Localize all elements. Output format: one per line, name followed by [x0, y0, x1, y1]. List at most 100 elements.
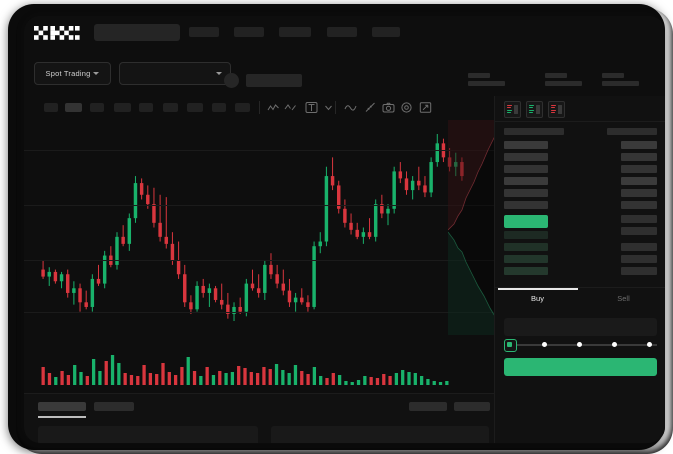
chart-gridline: [24, 150, 494, 151]
bottom-action-2[interactable]: [454, 402, 490, 411]
bottom-content-right: [271, 426, 489, 443]
ruler-tool-icon[interactable]: [364, 101, 377, 114]
toolbar-divider: [259, 101, 260, 114]
tf-2[interactable]: [65, 103, 82, 112]
chevron-down-icon[interactable]: [322, 101, 335, 114]
submit-buy-button[interactable]: [504, 358, 657, 376]
orderbook-amount-cell: [621, 227, 657, 235]
indicator-line-icon[interactable]: [267, 101, 280, 114]
okx-logo-icon[interactable]: [34, 26, 82, 40]
stat-label: [468, 73, 490, 78]
orders-panel: [24, 393, 494, 443]
bottom-tab-order-history[interactable]: [94, 402, 134, 411]
text-tool-icon[interactable]: [305, 101, 318, 114]
orderbook-bid-row-amount: [621, 243, 657, 251]
orderbook-mode-asks-icon[interactable]: [548, 101, 565, 118]
candlestick-series: [41, 134, 464, 321]
trading-mode-label: Spot Trading: [45, 69, 91, 78]
tf-9[interactable]: [235, 103, 250, 112]
orderbook-form-divider: [495, 287, 665, 288]
nav-item-2[interactable]: [234, 27, 264, 37]
orderbook-bid-row[interactable]: [504, 243, 548, 251]
stat-value: [468, 81, 505, 86]
indicator-compare-icon[interactable]: [284, 101, 297, 114]
tf-3[interactable]: [90, 103, 104, 112]
buy-sell-tabs: Buy Sell: [495, 288, 665, 312]
candlestick-chart[interactable]: [24, 120, 494, 335]
trading-pair-selector[interactable]: [119, 62, 231, 85]
tf-5[interactable]: [139, 103, 153, 112]
stat-label: [602, 73, 624, 78]
orderbook-ask-row-amount: [621, 177, 657, 185]
orderbook-bid-row[interactable]: [504, 255, 548, 263]
active-tab-underline: [38, 416, 86, 418]
orderbook-divider: [495, 121, 665, 122]
orderbook-bid-row[interactable]: [504, 267, 548, 275]
top-navigation-bar: [24, 16, 665, 50]
order-amount-slider-track[interactable]: [507, 344, 657, 346]
orderbook-ask-row[interactable]: [504, 177, 548, 185]
last-price-value: [246, 74, 302, 87]
orderbook-col-price: [504, 128, 564, 135]
orderbook-ask-row-amount: [621, 189, 657, 197]
slider-stop-50[interactable]: [576, 342, 582, 348]
coin-avatar: [224, 73, 239, 88]
orderbook-ask-row[interactable]: [504, 141, 548, 149]
orderbook-ask-row[interactable]: [504, 153, 548, 161]
device-screen: Spot Trading: [24, 16, 665, 443]
stat-24h-volume: [602, 73, 639, 86]
stat-label: [545, 73, 567, 78]
orderbook-ask-row-amount: [621, 201, 657, 209]
tab-sell[interactable]: Sell: [617, 294, 630, 303]
volume-chart: [24, 335, 494, 393]
settings-gear-icon[interactable]: [400, 101, 413, 114]
stat-last-price: [468, 73, 505, 86]
bottom-action-1[interactable]: [409, 402, 447, 411]
tf-1[interactable]: [44, 103, 58, 112]
orderbook-ask-row[interactable]: [504, 165, 548, 173]
nav-item-1[interactable]: [189, 27, 219, 37]
nav-item-3[interactable]: [279, 27, 311, 37]
chart-gridline: [24, 205, 494, 206]
wave-indicator-icon[interactable]: [344, 101, 357, 114]
orderbook-bid-row-amount: [621, 255, 657, 263]
slider-stop-25[interactable]: [541, 342, 547, 348]
tf-6[interactable]: [163, 103, 178, 112]
tf-8[interactable]: [212, 103, 226, 112]
orderbook-and-order-form: Buy Sell: [494, 96, 665, 443]
volume-series: [41, 355, 449, 385]
camera-icon[interactable]: [382, 101, 395, 114]
buy-tab-underline: [498, 288, 578, 290]
chart-gridline: [24, 312, 494, 313]
slider-stop-75[interactable]: [611, 342, 617, 348]
orderbook-amount-cell: [621, 215, 657, 223]
order-price-field[interactable]: [504, 318, 657, 336]
trading-mode-selector[interactable]: Spot Trading: [34, 62, 111, 85]
bottom-content-left: [38, 426, 258, 443]
order-amount-slider-handle[interactable]: [504, 339, 517, 352]
orderbook-mode-both-icon[interactable]: [504, 101, 521, 118]
orderbook-ask-row[interactable]: [504, 189, 548, 197]
orderbook-mode-bids-icon[interactable]: [526, 101, 543, 118]
chevron-down-icon: [93, 72, 100, 75]
orderbook-ask-row-amount: [621, 141, 657, 149]
orderbook-ask-row[interactable]: [504, 201, 548, 209]
bottom-tab-open-orders[interactable]: [38, 402, 86, 411]
chart-gridline: [24, 260, 494, 261]
fullscreen-icon[interactable]: [419, 101, 432, 114]
orderbook-mode-group: [504, 101, 565, 118]
orderbook-ask-row-amount: [621, 165, 657, 173]
nav-item-5[interactable]: [372, 27, 400, 37]
slider-stop-100[interactable]: [646, 342, 652, 348]
orderbook-current-price: [504, 215, 548, 228]
stat-24h-change: [545, 73, 582, 86]
orderbook-bid-row[interactable]: [504, 231, 548, 239]
nav-item-4[interactable]: [327, 27, 357, 37]
tf-4[interactable]: [114, 103, 131, 112]
tf-7[interactable]: [187, 103, 203, 112]
global-search-input[interactable]: [94, 24, 180, 41]
tab-buy[interactable]: Buy: [531, 294, 544, 303]
orderbook-col-amount: [607, 128, 657, 135]
toolbar-divider: [335, 101, 336, 114]
